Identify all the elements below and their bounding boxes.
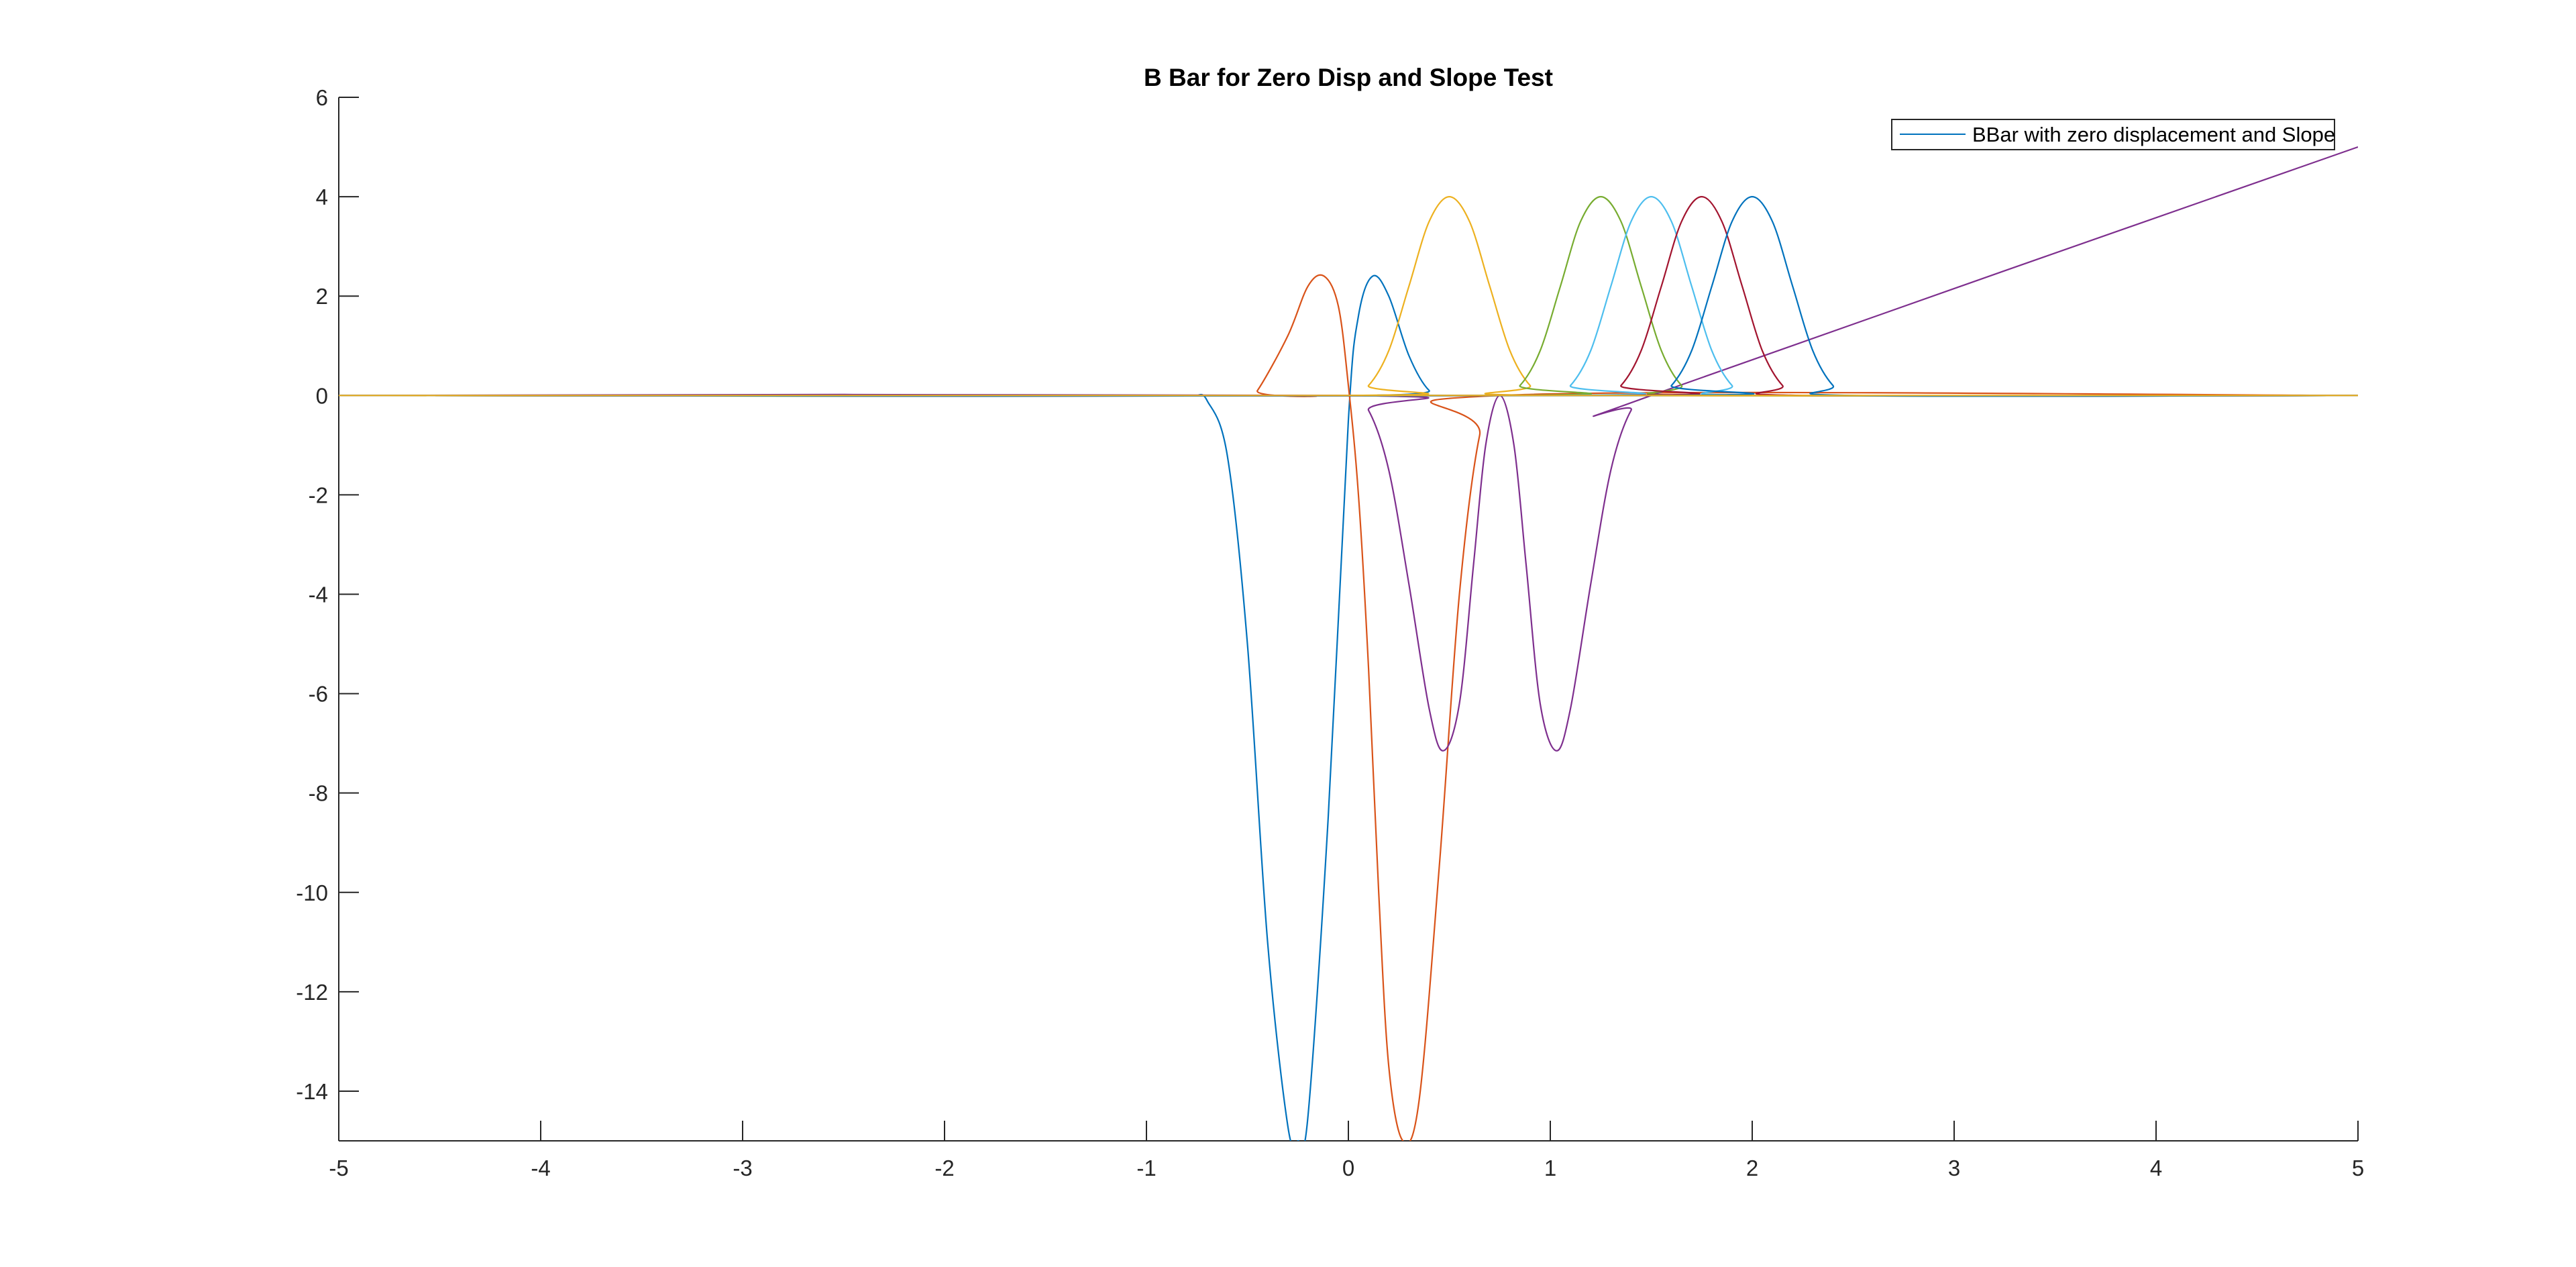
series-line-6 xyxy=(339,195,2358,397)
y-tick-label: -4 xyxy=(309,582,328,607)
x-tick-label: 0 xyxy=(1342,1156,1354,1180)
series-line-8 xyxy=(339,195,2358,397)
series-line-5 xyxy=(339,195,2358,397)
y-tick-label: -12 xyxy=(296,980,328,1005)
y-tick-label: -2 xyxy=(309,483,328,507)
y-tick-label: -14 xyxy=(296,1079,328,1104)
y-tick-label: 6 xyxy=(316,85,328,110)
x-tick-label: -1 xyxy=(1136,1156,1156,1180)
series-line-4 xyxy=(339,146,2358,752)
series-line-2 xyxy=(339,274,2358,1141)
x-tick-label: 2 xyxy=(1746,1156,1758,1180)
x-tick-label: 1 xyxy=(1544,1156,1556,1180)
y-tick-label: -8 xyxy=(309,781,328,806)
y-tick-label: -6 xyxy=(309,682,328,707)
x-tick-label: 4 xyxy=(2150,1156,2162,1180)
y-tick-label: 2 xyxy=(316,284,328,309)
series-layer xyxy=(339,146,2358,1141)
x-tick-label: -3 xyxy=(733,1156,752,1180)
series-line-7 xyxy=(339,195,2358,397)
y-tick-label: -10 xyxy=(296,880,328,905)
x-tick-label: -5 xyxy=(329,1156,348,1180)
legend: BBar with zero displacement and Slope xyxy=(1891,119,2335,150)
x-tick-label: 5 xyxy=(2352,1156,2364,1180)
chart-title: B Bar for Zero Disp and Slope Test xyxy=(1144,64,1553,91)
x-tick-label: -4 xyxy=(531,1156,550,1180)
series-line-3 xyxy=(339,195,2358,397)
x-tick-label: 3 xyxy=(1948,1156,1960,1180)
x-tick-label: -2 xyxy=(934,1156,954,1180)
legend-entry-label: BBar with zero displacement and Slope xyxy=(1972,123,2335,146)
y-tick-label: 0 xyxy=(316,383,328,408)
y-tick-label: 4 xyxy=(316,185,328,209)
